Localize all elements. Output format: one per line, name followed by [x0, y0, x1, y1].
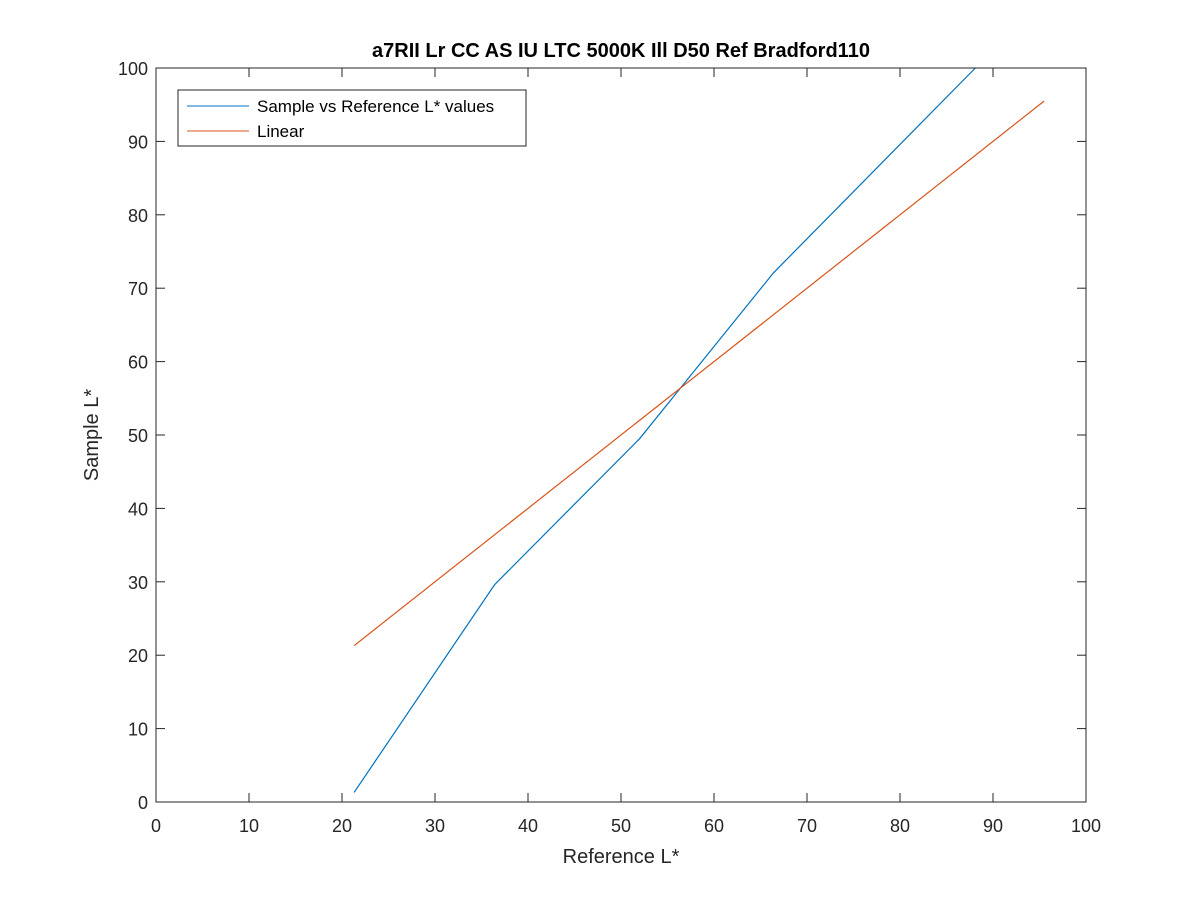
y-tick-label: 100 [118, 59, 148, 79]
x-tick-label: 40 [518, 816, 538, 836]
x-tick-label: 80 [890, 816, 910, 836]
y-tick-label: 50 [128, 426, 148, 446]
x-tick-label: 20 [332, 816, 352, 836]
x-tick-label: 10 [239, 816, 259, 836]
legend-entry-linear: Linear [257, 122, 305, 141]
y-tick-label: 60 [128, 353, 148, 373]
y-tick-label: 40 [128, 499, 148, 519]
chart-title: a7RII Lr CC AS IU LTC 5000K Ill D50 Ref … [372, 40, 870, 62]
series-layer [353, 67, 1045, 793]
x-tick-label: 70 [797, 816, 817, 836]
x-axis-label: Reference L* [563, 846, 680, 868]
y-tick-label: 80 [128, 206, 148, 226]
legend-entry-sample: Sample vs Reference L* values [257, 97, 494, 116]
x-tick-label: 90 [983, 816, 1003, 836]
x-tick-label: 60 [704, 816, 724, 836]
series-line-0 [353, 67, 976, 793]
y-axis-label: Sample L* [81, 389, 103, 481]
plot-frame [155, 67, 1087, 803]
y-tick-label: 30 [128, 573, 148, 593]
y-tick-label: 90 [128, 132, 148, 152]
x-tick-label: 0 [151, 816, 161, 836]
x-tick-label: 100 [1071, 816, 1101, 836]
series-line-1 [353, 100, 1045, 647]
y-tick-label: 70 [128, 279, 148, 299]
y-tick-label: 10 [128, 720, 148, 740]
legend-box [177, 89, 527, 147]
ticks-layer: 0 10 20 30 40 50 60 70 80 90 100 0 10 20 30 40 50 60 70 80 9… [118, 59, 1101, 836]
x-tick-label: 30 [425, 816, 445, 836]
legend: Sample vs Reference L* values Linear [177, 89, 527, 147]
y-tick-label: 20 [128, 646, 148, 666]
y-tick-label: 0 [138, 793, 148, 813]
x-tick-label: 50 [611, 816, 631, 836]
